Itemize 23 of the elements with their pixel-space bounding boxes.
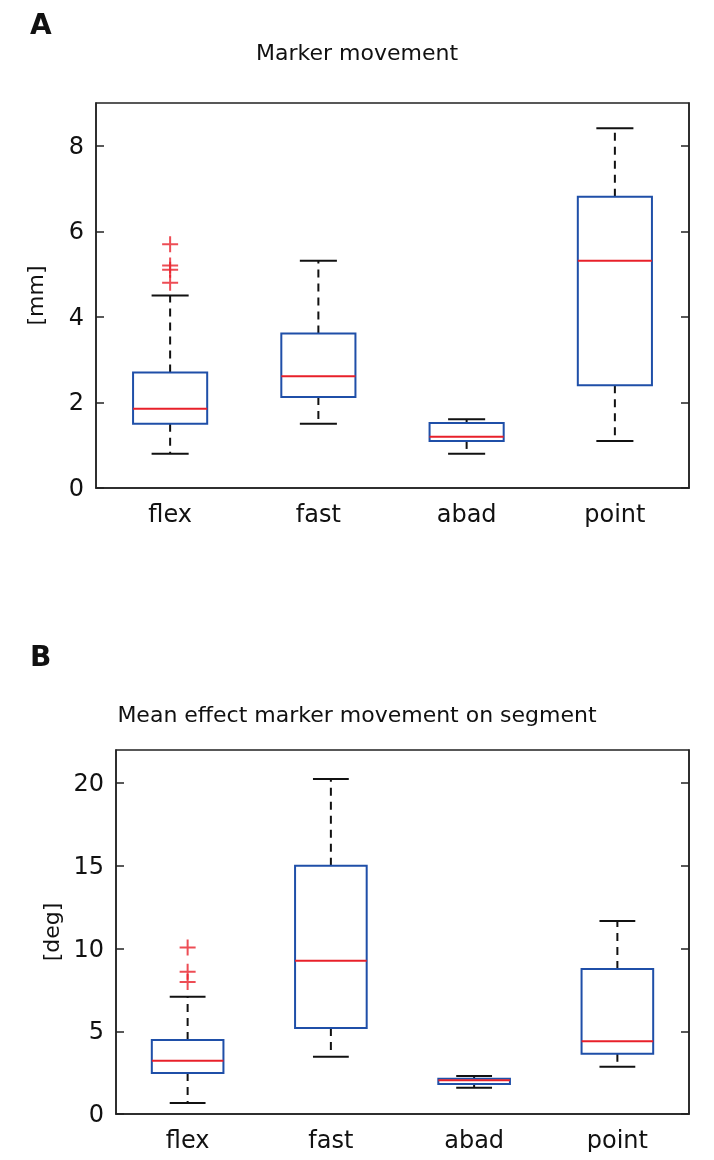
x-tick-label: abad (444, 1126, 505, 1154)
y-tick-label: 0 (68, 474, 84, 502)
text: A (30, 7, 52, 41)
y-tick-label: 10 (73, 934, 104, 963)
y-axis-title: [mm] (22, 265, 48, 326)
x-tick-label: flex (165, 1126, 210, 1154)
x-tick-label: flex (148, 500, 192, 528)
x-tick-label: fast (295, 500, 341, 528)
y-axis-title: [deg] (39, 902, 65, 962)
text: B (30, 639, 52, 673)
chart-title: Marker movement (255, 39, 459, 65)
y-tick-label: 2 (68, 388, 84, 417)
x-tick-label: point (584, 500, 646, 528)
y-tick-label: 15 (73, 851, 104, 880)
x-tick-label: fast (308, 1126, 354, 1154)
y-tick-label: 4 (68, 302, 84, 331)
y-tick-label: 20 (73, 769, 104, 798)
chart-title: Mean effect marker movement on segment (117, 701, 597, 727)
y-tick-label: 6 (68, 217, 84, 246)
y-tick-label: 8 (68, 131, 84, 160)
x-tick-label: abad (436, 500, 497, 528)
y-tick-label: 0 (88, 1100, 104, 1128)
y-tick-label: 5 (88, 1017, 104, 1046)
